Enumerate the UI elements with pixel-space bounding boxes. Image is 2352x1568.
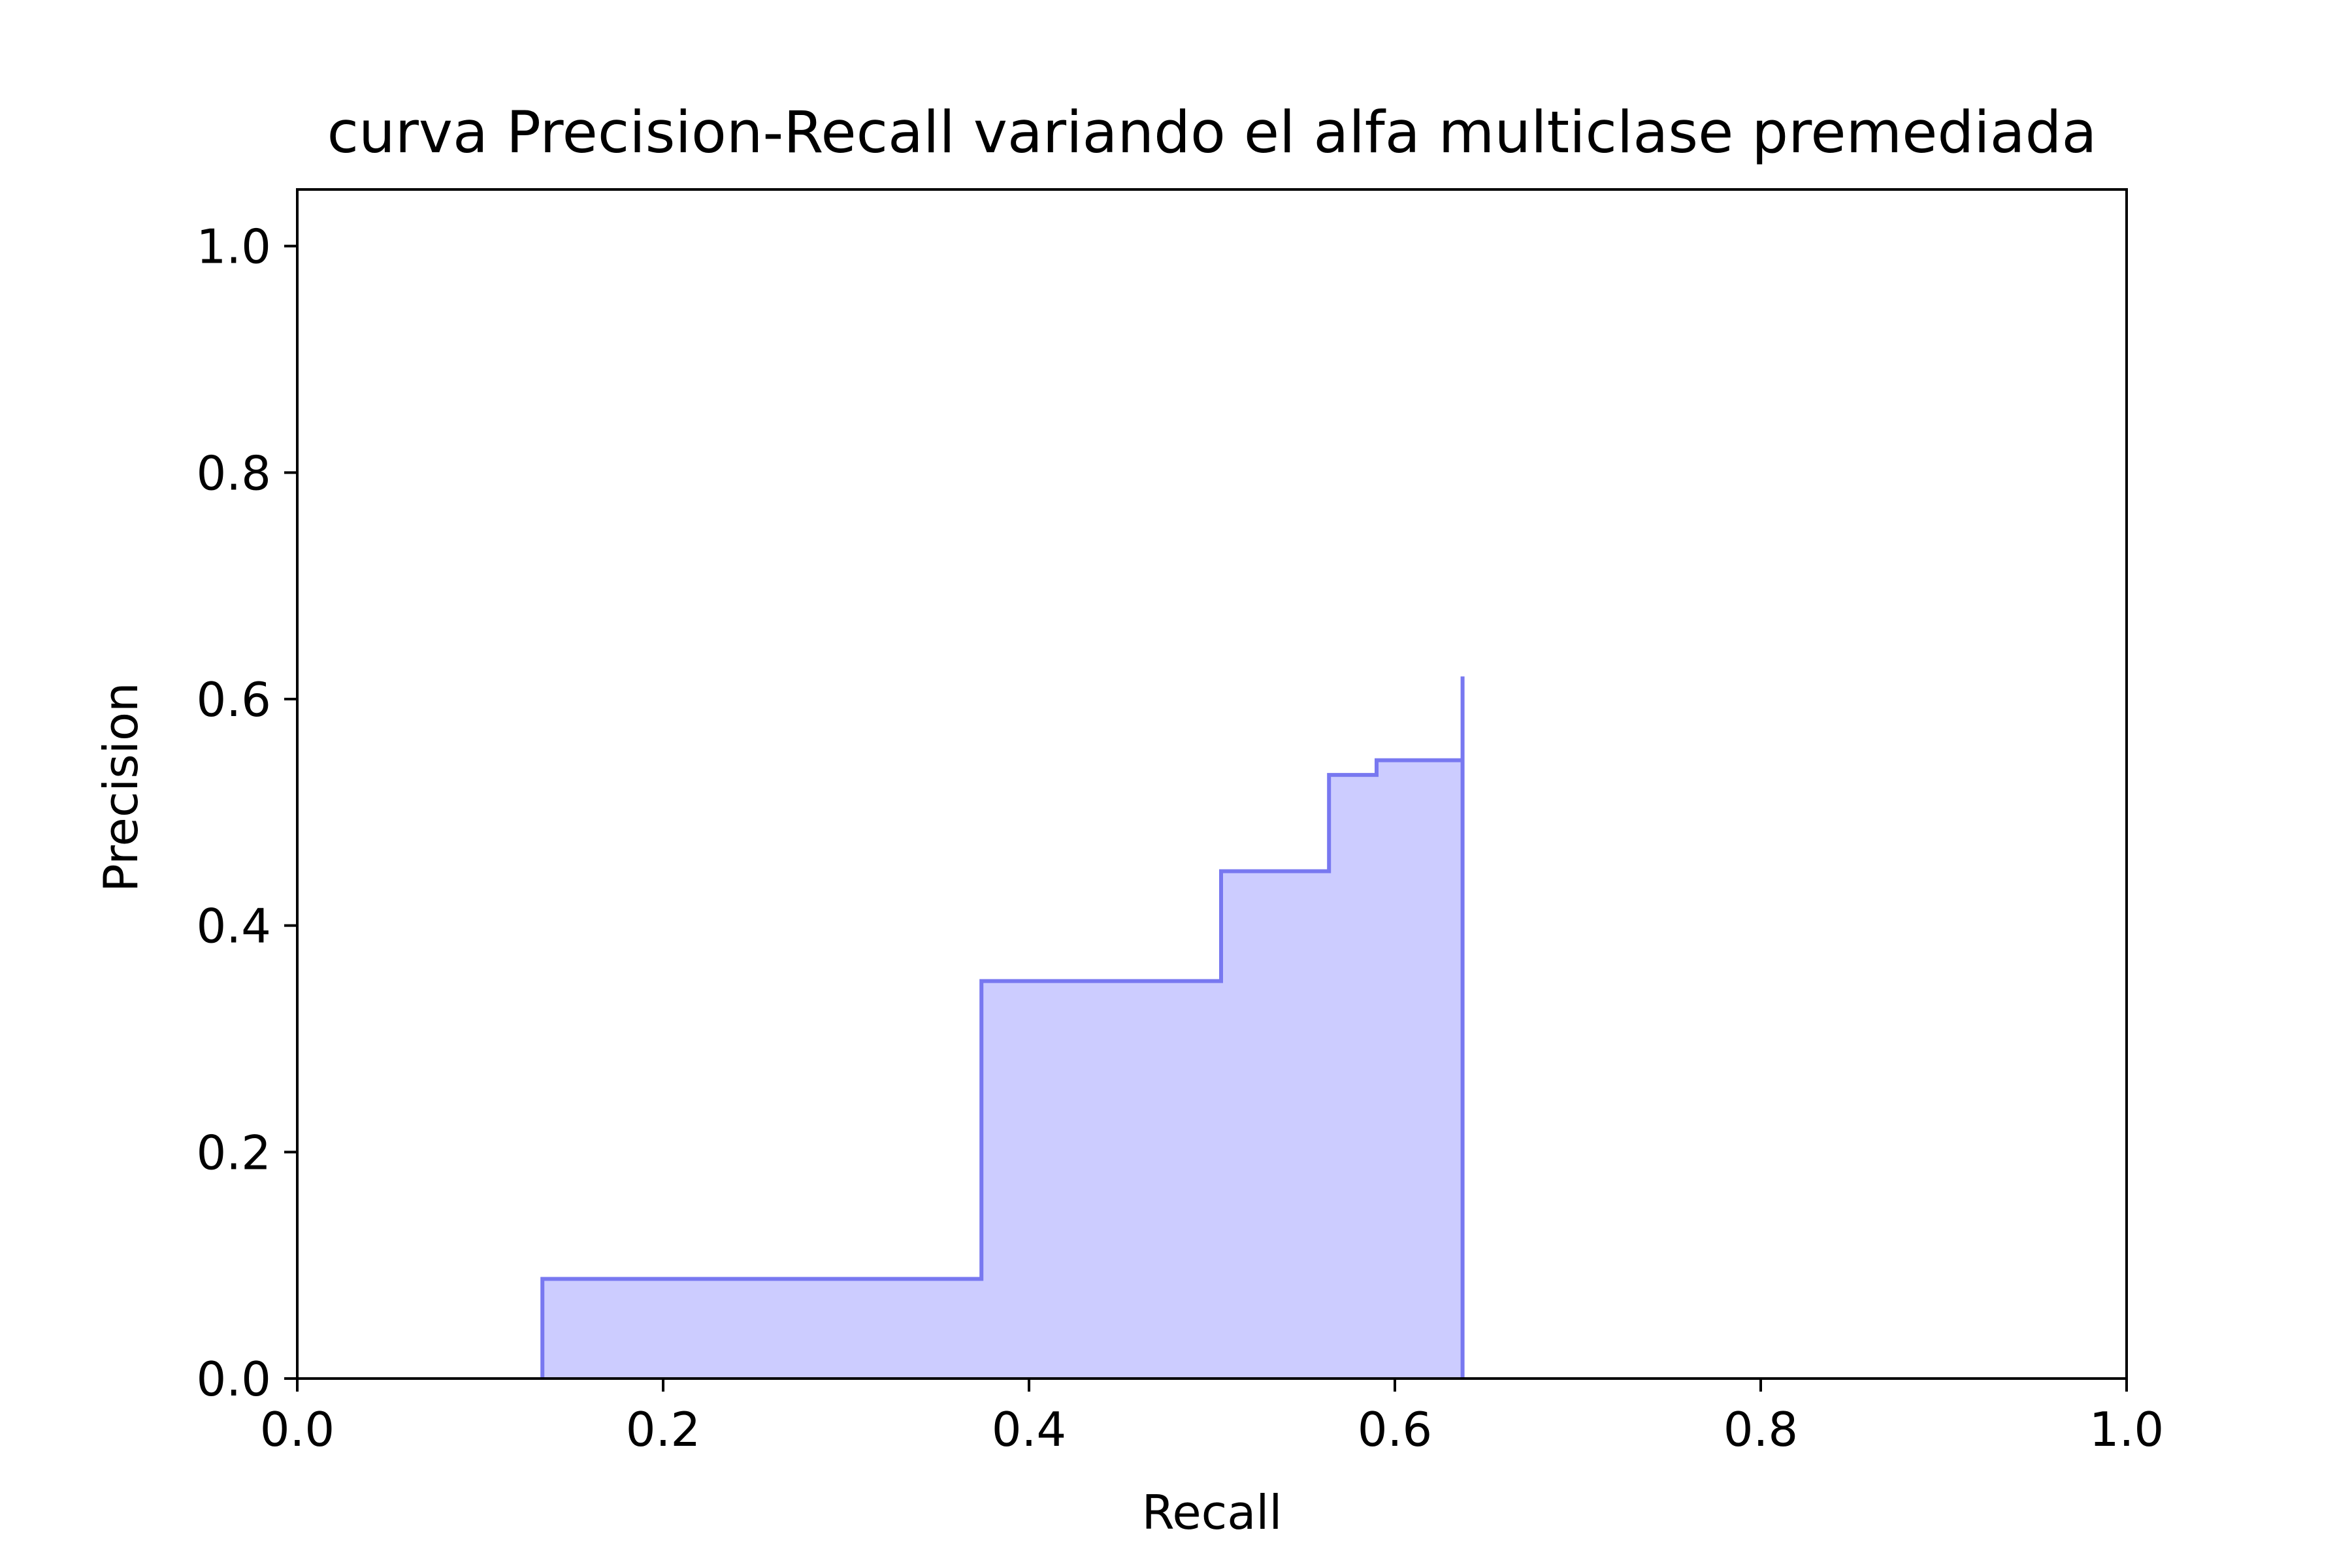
series-0-step-line [540, 676, 1465, 1379]
x-tick-label-1: 0.2 [626, 1402, 701, 1457]
x-axis: 0.0 0.2 0.4 0.6 0.8 1.0 [260, 1379, 2164, 1457]
y-axis-label: Precision [93, 682, 148, 892]
x-tick-label-0: 0.0 [260, 1402, 335, 1457]
chart-title: curva Precision-Recall variando el alfa … [327, 99, 2097, 166]
plot-frame [296, 188, 2128, 1380]
y-tick-label-2: 0.4 [196, 899, 271, 954]
plot-area [540, 676, 1465, 1379]
y-axis: 0.0 0.2 0.4 0.6 0.8 1.0 [196, 220, 297, 1407]
y-tick-label-0: 0.0 [196, 1352, 271, 1407]
x-tick-label-5: 1.0 [2089, 1402, 2164, 1457]
y-tick-label-4: 0.8 [196, 446, 271, 500]
x-tick-label-3: 0.6 [1358, 1402, 1433, 1457]
x-tick-label-2: 0.4 [992, 1402, 1067, 1457]
y-tick-label-1: 0.2 [196, 1125, 271, 1180]
series-0-area [542, 676, 1463, 1379]
y-tick-label-5: 1.0 [196, 220, 271, 274]
x-axis-label: Recall [1142, 1485, 1282, 1540]
x-tick-label-4: 0.8 [1723, 1402, 1799, 1457]
y-tick-label-3: 0.6 [196, 672, 271, 727]
